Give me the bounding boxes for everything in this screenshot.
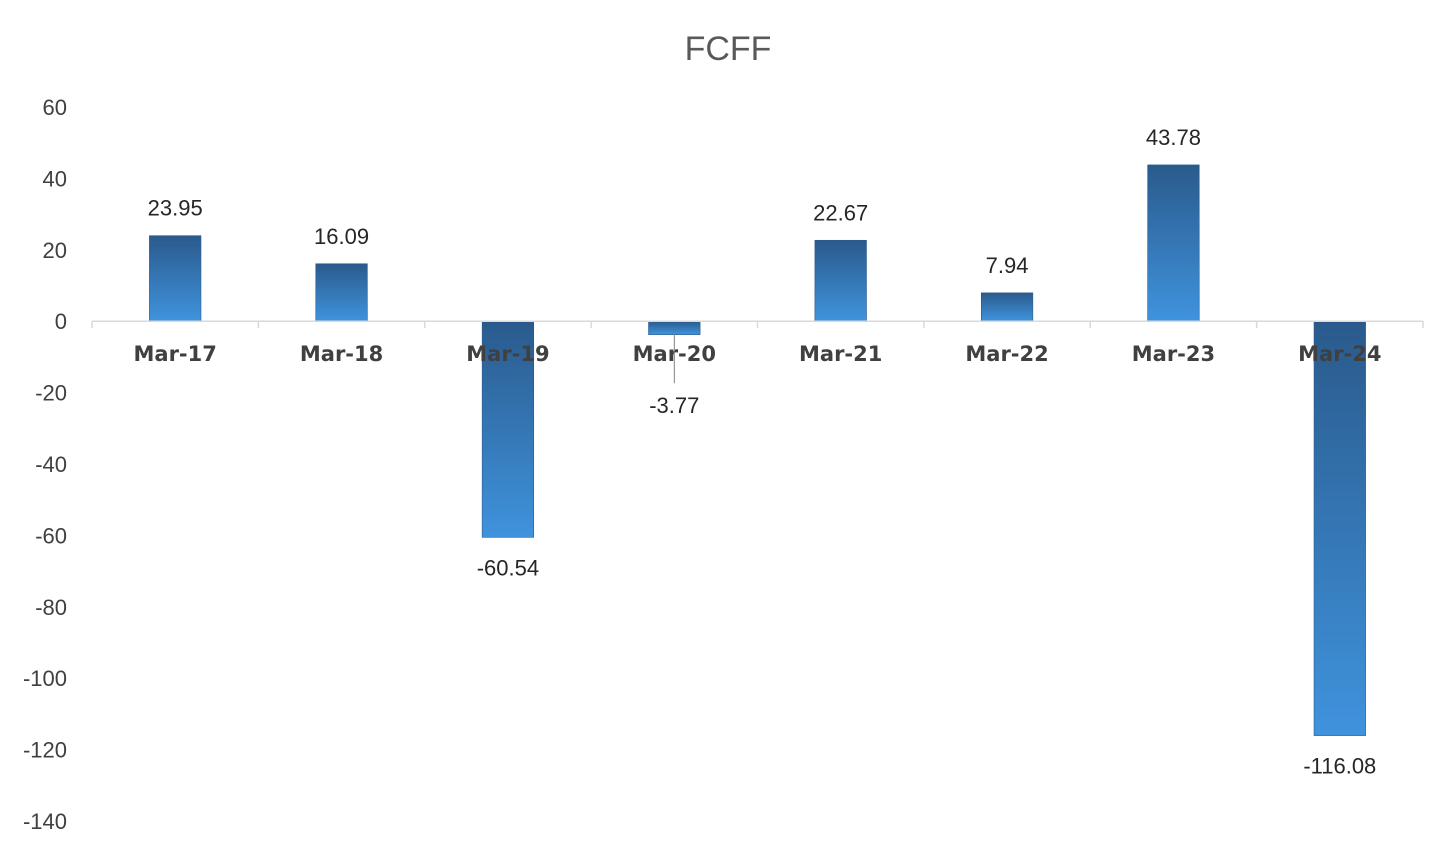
data-label: 16.09 bbox=[314, 224, 369, 249]
data-label: -60.54 bbox=[477, 555, 539, 580]
bar bbox=[980, 292, 1034, 322]
data-label: -3.77 bbox=[649, 393, 699, 418]
data-label: 23.95 bbox=[148, 196, 203, 221]
x-tick-label: Mar-23 bbox=[1132, 342, 1215, 366]
x-tick-label: Mar-24 bbox=[1298, 342, 1381, 366]
bar bbox=[315, 263, 368, 322]
data-labels: 23.95 16.09 -60.54 -3.77 22.67 7.94 43.78 -116.… bbox=[148, 125, 1377, 779]
y-tick-label: -100 bbox=[23, 666, 67, 691]
y-tick-label: -20 bbox=[35, 381, 67, 406]
x-axis: Mar-17 Mar-18 Mar-19 Mar-20 Mar-21 Mar-22 Mar-… bbox=[91, 320, 1424, 366]
x-tick-label: Mar-19 bbox=[466, 342, 549, 366]
x-tick-label: Mar-17 bbox=[134, 342, 217, 366]
data-label: -116.08 bbox=[1303, 754, 1376, 779]
y-axis: 60 40 20 0 -20 -40 -60 -80 -100 -120 -140 bbox=[23, 95, 67, 834]
bars bbox=[149, 164, 1366, 736]
y-tick-label: -80 bbox=[35, 595, 67, 620]
y-tick-label: -40 bbox=[35, 452, 67, 477]
x-tick-label: Mar-18 bbox=[300, 342, 383, 366]
data-label: 22.67 bbox=[813, 200, 868, 225]
bar bbox=[481, 320, 535, 538]
bar bbox=[648, 320, 701, 335]
chart-title: FCFF bbox=[685, 30, 772, 68]
x-tick-label: Mar-22 bbox=[965, 342, 1048, 366]
y-tick-label: -120 bbox=[23, 738, 67, 763]
bar bbox=[814, 239, 867, 322]
y-tick-label: 20 bbox=[43, 238, 67, 263]
bar bbox=[149, 235, 202, 322]
y-tick-label: -140 bbox=[23, 809, 67, 834]
x-tick-label: Mar-21 bbox=[799, 342, 882, 366]
y-tick-label: -60 bbox=[35, 523, 67, 548]
data-label: 7.94 bbox=[986, 253, 1029, 278]
bar bbox=[1147, 164, 1200, 322]
y-tick-label: 60 bbox=[43, 95, 67, 120]
y-tick-label: 0 bbox=[55, 309, 67, 334]
bar bbox=[1313, 320, 1366, 736]
data-label: 43.78 bbox=[1146, 125, 1201, 150]
y-tick-label: 40 bbox=[43, 166, 67, 191]
